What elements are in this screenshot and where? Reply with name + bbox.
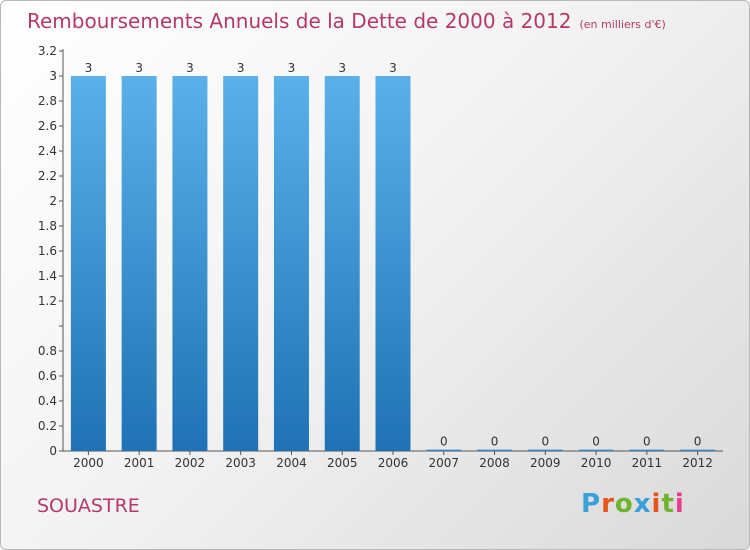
y-tick-label: 0	[49, 444, 57, 458]
data-label: 0	[491, 435, 499, 449]
data-label: 3	[85, 61, 93, 75]
bar	[273, 76, 309, 451]
logo-letter: o	[614, 489, 634, 519]
bar	[426, 449, 462, 451]
data-label: 3	[135, 61, 143, 75]
logo-letter: i	[674, 489, 685, 519]
data-label: 3	[237, 61, 245, 75]
x-tick-label: 2008	[479, 456, 510, 470]
chart-title: Remboursements Annuels de la Dette de 20…	[27, 9, 666, 33]
logo-letter: r	[601, 489, 615, 519]
x-tick-label: 2007	[428, 456, 459, 470]
y-axis: 0 0.2 0.4 0.6 0.8 1.2 1.4 1.6 1.8 2 2.2 2.4 2.6 2.8 3 3…	[38, 44, 64, 458]
bar	[70, 76, 106, 451]
y-tick-label: 2	[49, 194, 57, 208]
x-tick-label: 2000	[73, 456, 104, 470]
y-tick-label: 2.8	[38, 94, 57, 108]
x-tick-label: 2010	[581, 456, 612, 470]
bar	[223, 76, 259, 451]
commune-name: SOUASTRE	[37, 495, 140, 517]
logo-letter: P	[581, 489, 602, 519]
y-tick-label: 3.2	[38, 44, 57, 58]
data-label: 3	[288, 61, 296, 75]
y-tick-label: 0.4	[38, 394, 57, 408]
x-tick-label: 2004	[276, 456, 307, 470]
data-label: 0	[643, 435, 651, 449]
bar	[375, 76, 411, 451]
y-tick-label: 0.6	[38, 369, 57, 383]
y-tick-label: 1.2	[38, 294, 57, 308]
bar	[324, 76, 360, 451]
x-tick-label: 2009	[530, 456, 561, 470]
bars	[70, 76, 716, 451]
x-tick-label: 2002	[175, 456, 206, 470]
x-tick-label: 2003	[225, 456, 256, 470]
y-tick-label: 1.4	[38, 269, 57, 283]
x-axis: 2000 2001 2002 2003 2004 2005 2006 2007 2008 2009…	[63, 450, 723, 470]
y-tick-label: 0.2	[38, 419, 57, 433]
y-tick-label: 0.8	[38, 344, 57, 358]
data-label: 0	[694, 435, 702, 449]
bar	[477, 449, 513, 451]
y-tick-label: 1.8	[38, 219, 57, 233]
bar	[121, 76, 157, 451]
data-label: 3	[338, 61, 346, 75]
y-tick-label: 2.2	[38, 169, 57, 183]
data-labels: 3 3 3 3 3 3 3 0 0 0 0 0 0	[85, 61, 702, 449]
bar	[527, 449, 563, 451]
y-tick-label: 3	[49, 69, 57, 83]
y-tick-label: 1.6	[38, 244, 57, 258]
y-tick-label: 2.4	[38, 144, 57, 158]
data-label: 0	[541, 435, 549, 449]
logo-letter: i	[651, 489, 662, 519]
x-tick-label: 2011	[632, 456, 663, 470]
logo-letter: t	[661, 489, 675, 519]
bar	[629, 449, 665, 451]
x-tick-label: 2012	[682, 456, 713, 470]
data-label: 3	[389, 61, 397, 75]
x-tick-label: 2005	[327, 456, 358, 470]
logo-letter: x	[633, 489, 652, 519]
data-label: 0	[592, 435, 600, 449]
bar	[578, 449, 614, 451]
proxiti-logo: Proxiti	[581, 489, 685, 519]
chart-title-unit: (en milliers d'€)	[579, 18, 666, 31]
y-tick-label: 2.6	[38, 119, 57, 133]
bar	[172, 76, 208, 451]
x-tick-label: 2006	[378, 456, 409, 470]
chart-title-text: Remboursements Annuels de la Dette de 20…	[27, 9, 572, 33]
data-label: 0	[440, 435, 448, 449]
x-tick-label: 2001	[124, 456, 155, 470]
data-label: 3	[186, 61, 194, 75]
bar	[680, 449, 716, 451]
